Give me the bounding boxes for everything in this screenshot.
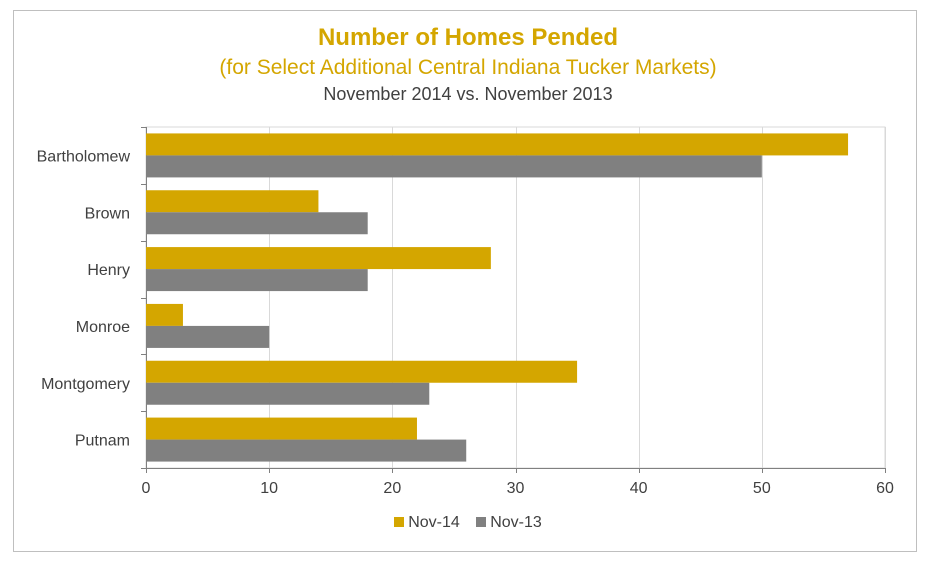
bar-bartholomew-nov-13 — [146, 155, 762, 178]
y-category-label-brown: Brown — [85, 205, 130, 222]
chart-legend: Nov-14 Nov-13 — [0, 514, 936, 532]
legend-label-nov-13: Nov-13 — [490, 514, 542, 531]
legend-swatch-nov-13 — [476, 517, 487, 527]
chart-date-range: November 2014 vs. November 2013 — [323, 84, 613, 104]
x-tick-label-0: 0 — [142, 480, 151, 497]
bar-brown-nov-14 — [146, 190, 319, 213]
legend-label-nov-14: Nov-14 — [408, 514, 460, 531]
bar-monroe-nov-13 — [146, 325, 270, 348]
bar-montgomery-nov-13 — [146, 382, 430, 405]
x-tick-label-20: 20 — [383, 480, 401, 497]
x-tick-label-60: 60 — [876, 480, 894, 497]
x-tick-label-50: 50 — [753, 480, 771, 497]
bar-putnam-nov-13 — [146, 439, 467, 462]
x-tick-label-40: 40 — [630, 480, 648, 497]
y-category-label-monroe: Monroe — [76, 319, 130, 336]
bar-monroe-nov-14 — [146, 303, 183, 326]
bar-bartholomew-nov-14 — [146, 133, 849, 156]
y-category-label-montgomery: Montgomery — [41, 376, 130, 393]
chart-subtitle: (for Select Additional Central Indiana T… — [219, 56, 717, 79]
legend-swatch-nov-14 — [394, 517, 405, 527]
chart-title: Number of Homes Pended — [317, 24, 619, 51]
y-category-label-putnam: Putnam — [75, 433, 130, 450]
bar-henry-nov-14 — [146, 247, 491, 270]
bar-montgomery-nov-14 — [146, 360, 578, 383]
bar-henry-nov-13 — [146, 269, 368, 292]
legend-item-nov-14: Nov-14 — [394, 514, 460, 532]
x-tick-label-30: 30 — [507, 480, 525, 497]
y-category-label-henry: Henry — [87, 262, 130, 279]
x-tick-label-10: 10 — [260, 480, 278, 497]
legend-item-nov-13: Nov-13 — [476, 514, 542, 532]
bar-putnam-nov-14 — [146, 417, 417, 440]
bar-brown-nov-13 — [146, 212, 368, 235]
plot-area — [145, 126, 886, 469]
y-category-label-bartholomew: Bartholomew — [37, 148, 131, 165]
